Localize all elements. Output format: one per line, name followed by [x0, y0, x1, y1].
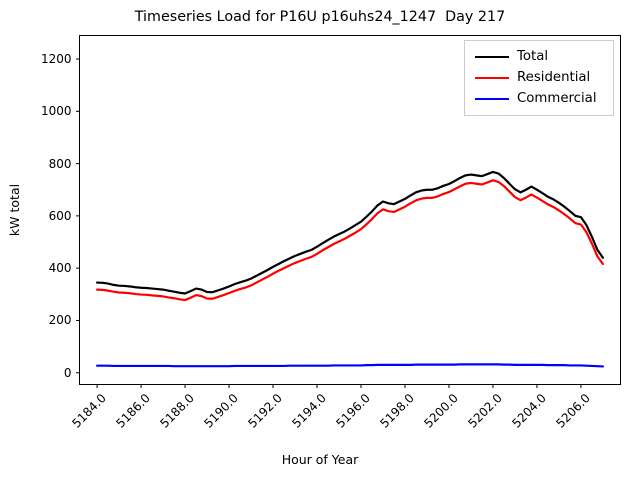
y-axis-label: kW total [7, 183, 22, 237]
chart-legend: Total Residential Commercial [464, 40, 614, 116]
legend-label-residential: Residential [517, 69, 591, 85]
legend-swatch-total [475, 55, 509, 58]
x-axis-label: Hour of Year [281, 452, 359, 467]
series-line-total [95, 170, 605, 295]
legend-item-total: Total [471, 46, 607, 67]
legend-label-commercial: Commercial [517, 90, 597, 106]
y-tick-label: 600 [48, 208, 72, 223]
chart-title: Timeseries Load for P16U p16uhs24_1247 D… [134, 9, 506, 25]
legend-swatch-residential [475, 76, 509, 79]
series-line-commercial [95, 363, 605, 368]
y-tick-label: 0 [63, 365, 72, 380]
legend-swatch-commercial [475, 97, 509, 100]
y-tick-label: 200 [48, 313, 72, 328]
y-tick-marks [76, 58, 80, 374]
y-tick-label: 800 [48, 156, 72, 171]
series-line-residential [95, 179, 605, 302]
data-series-group [95, 170, 605, 368]
legend-label-total: Total [517, 48, 549, 64]
x-tick-marks [96, 384, 582, 388]
y-tick-label: 1000 [40, 104, 72, 119]
y-tick-label: 1200 [40, 52, 72, 67]
legend-item-residential: Residential [471, 67, 607, 88]
y-tick-label: 400 [48, 261, 72, 276]
legend-item-commercial: Commercial [471, 88, 607, 109]
